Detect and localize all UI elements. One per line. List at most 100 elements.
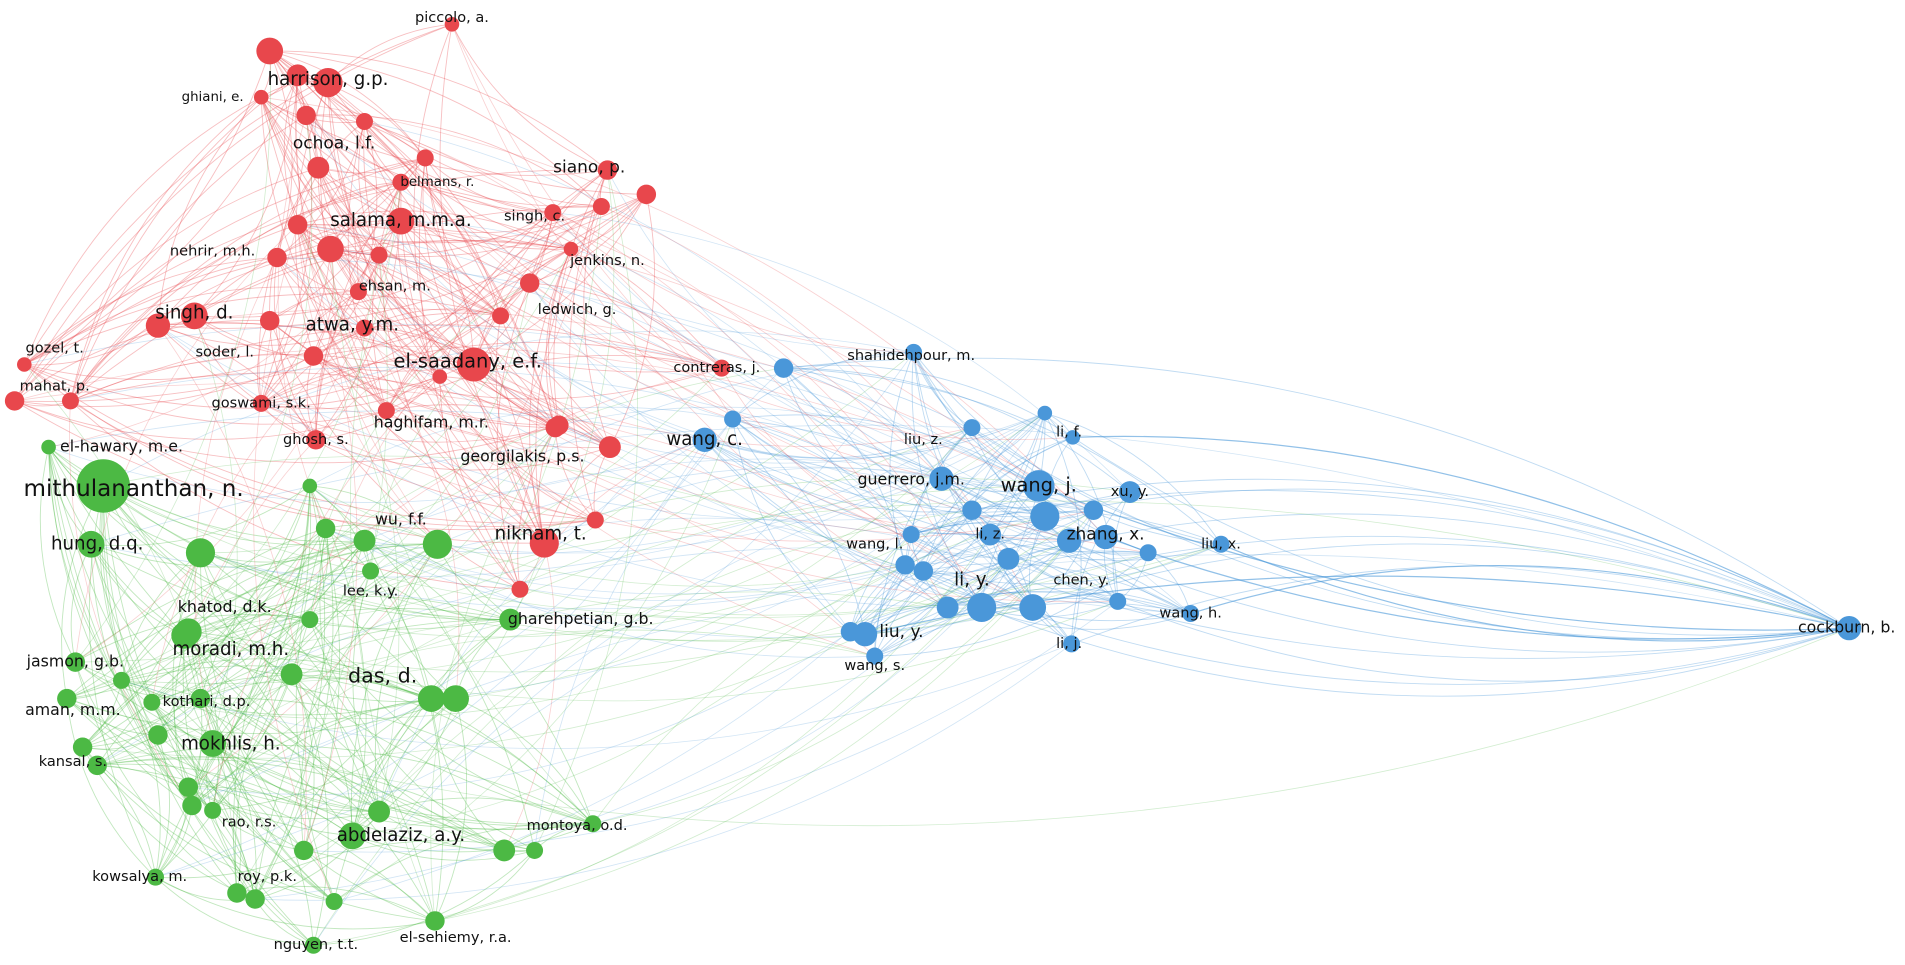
edge: [352, 570, 380, 812]
node-label: montoya, o.d.: [527, 817, 628, 834]
edge: [309, 485, 438, 545]
edge: [269, 50, 733, 420]
edge: [234, 619, 311, 894]
edge: [904, 436, 1073, 566]
edge: [99, 485, 159, 736]
edge: [70, 115, 307, 402]
edge: [400, 206, 602, 234]
node-label: shahidehpour, m.: [847, 347, 975, 364]
edge: [437, 412, 1046, 554]
edge: [66, 570, 371, 699]
edge: [424, 157, 553, 214]
edge: [783, 364, 1074, 438]
edge: [364, 540, 594, 824]
node-label: rao, r.s.: [222, 814, 277, 831]
node: [584, 815, 602, 833]
edge: [261, 376, 441, 410]
node-label: nehrir, m.h.: [170, 242, 255, 259]
edge: [212, 485, 311, 744]
node: [147, 868, 165, 886]
node-label: li, z.: [975, 526, 1005, 543]
edge: [297, 224, 875, 657]
edge: [874, 412, 1046, 657]
edge: [941, 478, 1094, 514]
edge: [941, 412, 1046, 480]
edge: [91, 485, 311, 547]
edge: [1071, 491, 1131, 644]
node-label: kansal, s.: [39, 753, 107, 770]
edge: [364, 308, 501, 329]
edge: [61, 485, 104, 699]
node-label: li, f.: [1056, 424, 1082, 441]
edge: [317, 167, 380, 256]
edge: [313, 312, 501, 357]
edge: [358, 291, 912, 535]
edge: [172, 552, 201, 788]
edge: [333, 419, 733, 902]
edge: [82, 540, 365, 748]
edge: [254, 543, 438, 900]
edge: [330, 212, 554, 256]
node-label: liu, z.: [904, 431, 943, 448]
edge: [24, 364, 440, 409]
edge: [191, 543, 438, 806]
edge: [48, 446, 310, 621]
edge: [437, 466, 1094, 545]
edge: [378, 811, 535, 853]
edge: [23, 23, 453, 365]
edge: [191, 674, 293, 806]
edge: [325, 528, 432, 699]
edge: [269, 320, 317, 441]
edge: [783, 367, 906, 566]
edge: [1220, 543, 1850, 642]
node: [773, 358, 794, 378]
edge: [529, 194, 647, 284]
edge: [439, 169, 608, 377]
edge: [1190, 565, 1850, 629]
node: [493, 839, 516, 862]
node: [368, 800, 390, 823]
node: [936, 596, 959, 619]
edge: [850, 534, 912, 632]
edge: [151, 327, 365, 703]
edge: [97, 764, 213, 811]
edge: [889, 352, 915, 566]
edge: [519, 439, 705, 590]
edge: [260, 96, 501, 317]
edge: [874, 564, 906, 657]
edge: [23, 257, 278, 365]
edge: [212, 743, 593, 831]
edge: [318, 157, 426, 174]
edge: [48, 439, 705, 503]
edge: [594, 439, 705, 521]
edge: [48, 410, 1191, 614]
edge: [66, 698, 456, 734]
edge: [529, 282, 722, 369]
edge: [200, 677, 432, 700]
edge: [732, 351, 914, 420]
node: [1056, 528, 1082, 553]
edge: [297, 224, 545, 544]
edge: [327, 82, 545, 544]
edge: [313, 427, 973, 946]
edge: [157, 325, 365, 346]
edge: [75, 543, 438, 663]
node-label: roy, p.k.: [238, 868, 297, 885]
edge: [157, 325, 596, 521]
edge: [315, 220, 402, 440]
node-label: ledwich, g.: [538, 301, 617, 318]
edge: [704, 439, 991, 536]
edge: [327, 82, 602, 207]
node-label: contreras, j.: [673, 359, 760, 376]
edge: [473, 169, 608, 365]
edge: [971, 427, 1070, 542]
edge: [261, 402, 876, 657]
edge: [48, 446, 505, 851]
edge: [212, 485, 312, 811]
edge: [74, 224, 298, 663]
node: [204, 801, 222, 819]
edge: [200, 552, 305, 851]
edge: [297, 74, 556, 428]
edge: [874, 552, 1149, 657]
edge: [200, 698, 314, 946]
